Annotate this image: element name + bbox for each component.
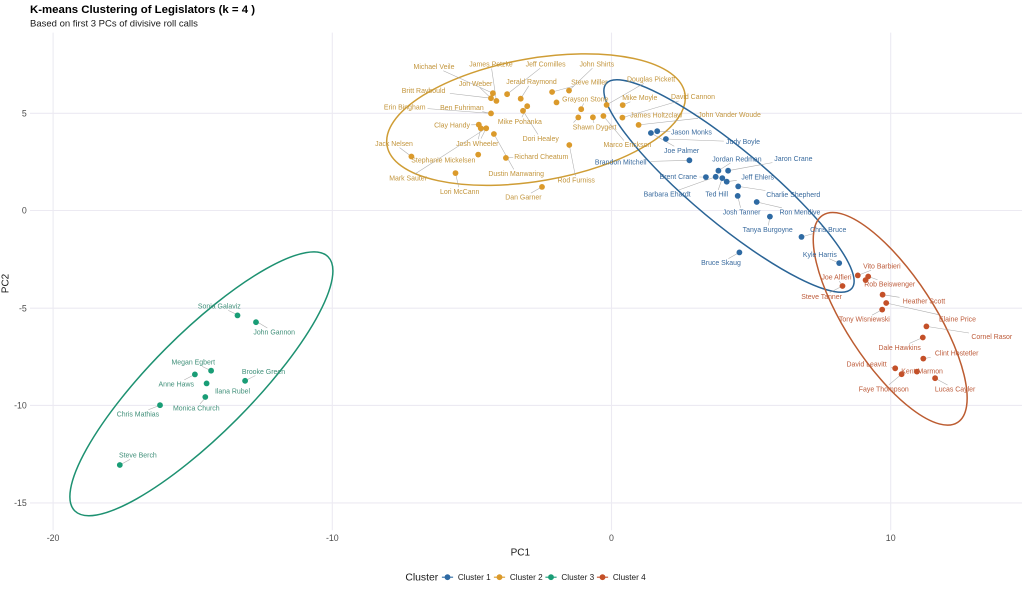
- svg-text:John Gannon: John Gannon: [253, 330, 295, 337]
- svg-text:Joe Alfieri: Joe Alfieri: [821, 274, 852, 281]
- svg-text:Dale Hawkins: Dale Hawkins: [878, 345, 921, 352]
- svg-text:James Holtzclaw: James Holtzclaw: [630, 113, 683, 120]
- svg-text:Chris Bruce: Chris Bruce: [810, 227, 846, 234]
- svg-text:PC1: PC1: [511, 548, 531, 559]
- svg-text:5: 5: [22, 108, 27, 118]
- svg-text:Clint Hostetler: Clint Hostetler: [935, 351, 979, 358]
- svg-text:Jeff Ehlers: Jeff Ehlers: [741, 175, 774, 182]
- svg-text:Jason Monks: Jason Monks: [671, 130, 712, 137]
- svg-text:Dustin Manwaring: Dustin Manwaring: [488, 171, 544, 178]
- svg-text:David Cannon: David Cannon: [671, 94, 715, 101]
- svg-text:Britt Raybould: Britt Raybould: [402, 88, 446, 95]
- svg-text:Brent Crane: Brent Crane: [660, 174, 698, 181]
- svg-text:Steve Berch: Steve Berch: [119, 453, 157, 460]
- svg-text:Erin Bingham: Erin Bingham: [384, 104, 426, 111]
- svg-text:Ron Mendive: Ron Mendive: [779, 209, 820, 216]
- svg-text:Grayson Stone: Grayson Stone: [562, 97, 608, 104]
- svg-text:-15: -15: [14, 498, 27, 508]
- svg-text:Charlie Shepherd: Charlie Shepherd: [766, 192, 820, 199]
- svg-text:Lucas Cayler: Lucas Cayler: [935, 387, 976, 394]
- svg-text:Jordan Redman: Jordan Redman: [712, 156, 762, 163]
- svg-text:Mike Pohanka: Mike Pohanka: [498, 119, 542, 126]
- svg-text:Dori Healey: Dori Healey: [523, 136, 560, 143]
- svg-text:Rod Furniss: Rod Furniss: [557, 178, 595, 185]
- svg-text:Clay Handy: Clay Handy: [434, 122, 470, 129]
- svg-text:James Petzke: James Petzke: [469, 62, 513, 69]
- svg-text:PC2: PC2: [1, 273, 12, 293]
- svg-text:10: 10: [886, 533, 896, 543]
- svg-text:Bruce Skaug: Bruce Skaug: [701, 260, 741, 267]
- svg-text:Mark Sauter: Mark Sauter: [389, 176, 427, 183]
- svg-text:Joe Palmer: Joe Palmer: [664, 148, 700, 155]
- svg-text:Marco Erickson: Marco Erickson: [603, 142, 651, 149]
- svg-text:Mike Moyle: Mike Moyle: [622, 95, 657, 102]
- svg-text:John Vander Woude: John Vander Woude: [698, 112, 761, 119]
- svg-text:Chris Mathias: Chris Mathias: [117, 411, 160, 418]
- svg-text:Cluster 4: Cluster 4: [613, 573, 646, 582]
- svg-text:John Shirts: John Shirts: [579, 61, 614, 68]
- svg-text:Sonia Galaviz: Sonia Galaviz: [198, 304, 241, 311]
- svg-text:-10: -10: [326, 533, 339, 543]
- svg-text:Rob Beiswenger: Rob Beiswenger: [864, 281, 916, 288]
- svg-text:Tanya Burgoyne: Tanya Burgoyne: [743, 227, 793, 234]
- svg-text:Elaine Price: Elaine Price: [939, 316, 976, 323]
- svg-text:Brooke Green: Brooke Green: [242, 369, 285, 376]
- svg-text:Cluster 2: Cluster 2: [510, 573, 543, 582]
- svg-text:Jack Nelsen: Jack Nelsen: [375, 141, 413, 148]
- svg-text:Michael Veile: Michael Veile: [414, 64, 455, 71]
- svg-text:Stephanie Mickelsen: Stephanie Mickelsen: [411, 158, 475, 165]
- svg-text:Cluster 3: Cluster 3: [561, 573, 594, 582]
- svg-text:Josh Tanner: Josh Tanner: [723, 209, 761, 216]
- svg-text:Tony Wisniewski: Tony Wisniewski: [839, 317, 890, 324]
- svg-text:Kyle Harris: Kyle Harris: [803, 252, 837, 259]
- svg-text:-20: -20: [47, 533, 60, 543]
- svg-text:Ben Fuhriman: Ben Fuhriman: [440, 105, 484, 112]
- svg-text:Cluster: Cluster: [405, 573, 438, 584]
- svg-text:Vito Barbieri: Vito Barbieri: [863, 263, 901, 270]
- svg-text:Lori McCann: Lori McCann: [440, 189, 479, 196]
- svg-text:Steve Tanner: Steve Tanner: [801, 294, 842, 301]
- svg-text:Josh Wheeler: Josh Wheeler: [456, 141, 499, 148]
- svg-text:Cluster 1: Cluster 1: [458, 573, 491, 582]
- svg-text:Jerald Raymond: Jerald Raymond: [506, 79, 557, 86]
- svg-text:Ted Hill: Ted Hill: [705, 192, 728, 199]
- svg-text:Judy Boyle: Judy Boyle: [726, 139, 760, 146]
- svg-text:Jeff Cornilles: Jeff Cornilles: [526, 61, 567, 68]
- svg-text:-5: -5: [19, 303, 27, 313]
- svg-text:Heather Scott: Heather Scott: [903, 299, 945, 306]
- svg-text:Based on first 3 PCs of divisi: Based on first 3 PCs of divisive roll ca…: [30, 18, 198, 29]
- svg-text:Douglas Pickett: Douglas Pickett: [627, 77, 675, 84]
- svg-text:Shawn Dygert: Shawn Dygert: [573, 125, 617, 132]
- svg-text:0: 0: [609, 533, 614, 543]
- svg-text:Cornel Rasor: Cornel Rasor: [971, 334, 1013, 341]
- svg-text:Steve Miller: Steve Miller: [571, 79, 608, 86]
- svg-text:Monica Church: Monica Church: [173, 406, 220, 413]
- svg-text:Brandon Mitchell: Brandon Mitchell: [595, 160, 647, 167]
- svg-text:Anne Haws: Anne Haws: [158, 382, 194, 389]
- svg-text:Faye Thompson: Faye Thompson: [859, 386, 909, 393]
- svg-text:Kent Marmon: Kent Marmon: [901, 369, 943, 376]
- svg-text:Jaron Crane: Jaron Crane: [774, 156, 812, 163]
- svg-text:0: 0: [22, 206, 27, 216]
- svg-text:Ilana Rubel: Ilana Rubel: [215, 388, 251, 395]
- svg-text:K-means Clustering of Legislat: K-means Clustering of Legislators (k = 4…: [30, 4, 255, 16]
- svg-text:Dan Garner: Dan Garner: [505, 195, 542, 202]
- svg-text:Jon Weber: Jon Weber: [459, 81, 493, 88]
- svg-text:Richard Cheatum: Richard Cheatum: [514, 154, 568, 161]
- svg-text:Barbara Ehardt: Barbara Ehardt: [644, 192, 691, 199]
- svg-text:David Leavitt: David Leavitt: [847, 361, 887, 368]
- svg-text:Megan Egbert: Megan Egbert: [172, 360, 216, 367]
- svg-text:-10: -10: [14, 401, 27, 411]
